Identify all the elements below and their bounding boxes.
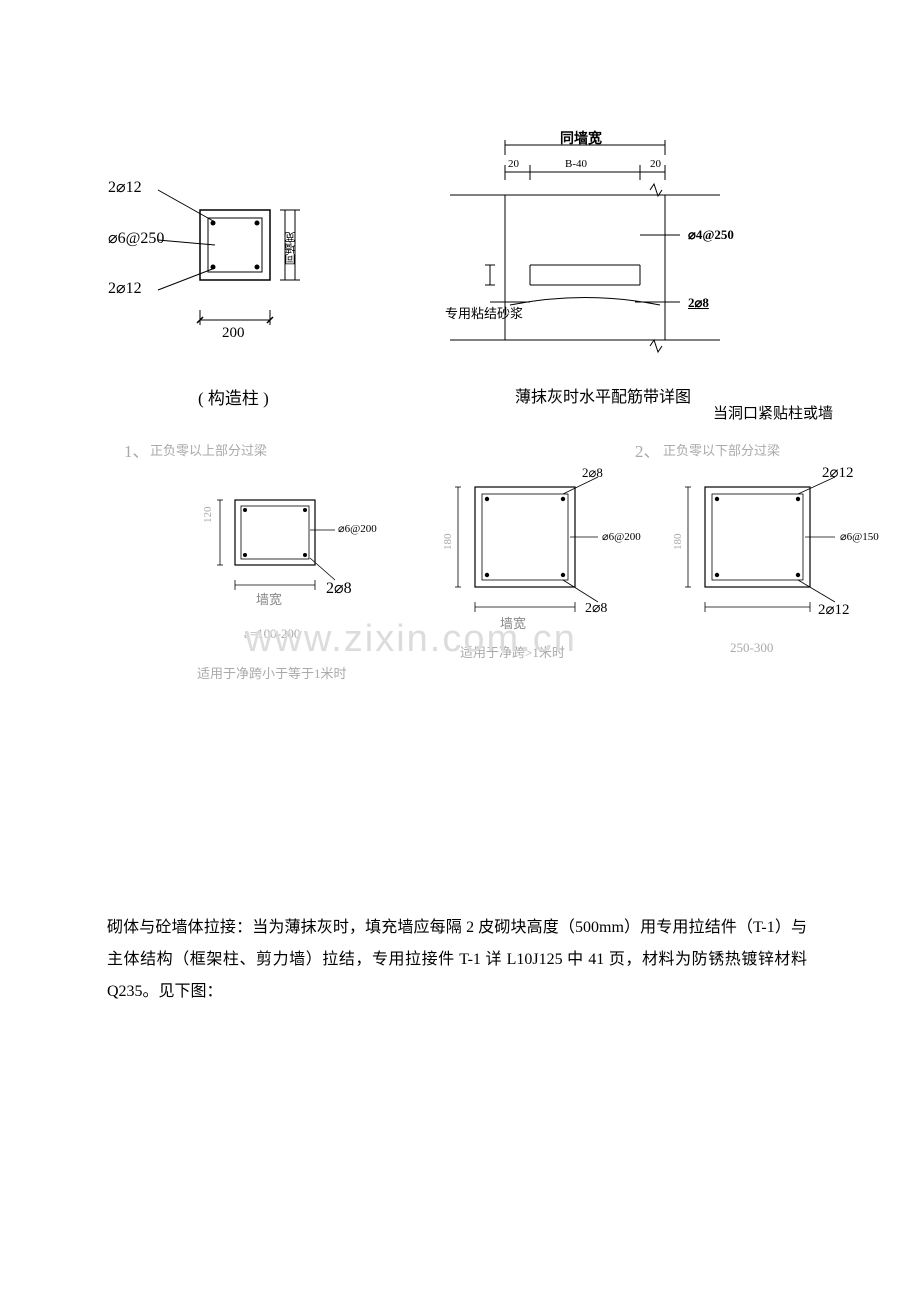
horiz-rebar-label: 2⌀8 bbox=[688, 295, 709, 311]
column-bottom-bar-label: 2⌀12 bbox=[108, 278, 142, 298]
column-stirrup-label: ⌀6@250 bbox=[108, 228, 164, 248]
horiz-reinf-svg bbox=[450, 110, 810, 400]
horiz-seg-center: B-40 bbox=[565, 158, 587, 170]
lintel-a-span-note: 适用于净跨小于等于1米时 bbox=[197, 663, 347, 682]
horiz-top-dim: 同墙宽 bbox=[560, 128, 602, 148]
lintel-b-height: 180 bbox=[442, 534, 454, 551]
column-width-dim: 200 bbox=[222, 325, 245, 342]
horiz-caption: 薄抹灰时水平配筋带详图 bbox=[515, 383, 691, 407]
lintel-c-bottom-bar: 2⌀12 bbox=[818, 600, 850, 619]
lintel-sec2-num: 2、 bbox=[635, 437, 661, 462]
lintel-b-top-bar: 2⌀8 bbox=[582, 465, 603, 481]
lintel-c-height: 180 bbox=[672, 534, 684, 551]
lintel-sec2-title: 正负零以下部分过梁 bbox=[663, 440, 780, 459]
watermark: www.zixin.com.cn bbox=[245, 618, 577, 661]
lintel-a-width-label: 墙宽 bbox=[256, 589, 282, 608]
lintel-c-stirrup: ⌀6@150 bbox=[840, 530, 879, 543]
column-side-label: 同墙宽 bbox=[283, 232, 299, 265]
horiz-mortar-label: 专用粘结砂浆 bbox=[445, 303, 523, 322]
lintel-a-height: 120 bbox=[202, 507, 214, 524]
lintel-c-svg bbox=[660, 472, 890, 682]
lintel-sec1-num: 1、 bbox=[124, 437, 150, 462]
lintel-b-stirrup: ⌀6@200 bbox=[602, 530, 641, 543]
column-top-bar-label: 2⌀12 bbox=[108, 177, 142, 197]
column-caption: ( 构造柱 ) bbox=[198, 384, 269, 409]
page: 2⌀12 ⌀6@250 2⌀12 200 同墙宽 ( 构造柱 ) bbox=[0, 0, 920, 1302]
lintel-c-top-bar: 2⌀12 bbox=[822, 463, 854, 482]
lintel-b-bottom-bar: 2⌀8 bbox=[585, 600, 607, 617]
lintel-a-stirrup: ⌀6@200 bbox=[338, 522, 377, 535]
lintel-a-bottom-bar: 2⌀8 bbox=[326, 578, 352, 598]
lintel-c-range: 250-300 bbox=[730, 640, 773, 656]
horiz-right-note: 当洞口紧贴柱或墙 bbox=[713, 402, 833, 423]
horiz-seg-left: 20 bbox=[508, 158, 519, 170]
horiz-stirrup-label: ⌀4@250 bbox=[688, 227, 734, 243]
body-paragraph: 砌体与砼墙体拉接：当为薄抹灰时，填充墙应每隔 2 皮砌块高度（500mm）用专用… bbox=[107, 912, 807, 1008]
lintel-sec1-title: 正负零以上部分过梁 bbox=[150, 440, 267, 459]
horiz-seg-right: 20 bbox=[650, 158, 661, 170]
